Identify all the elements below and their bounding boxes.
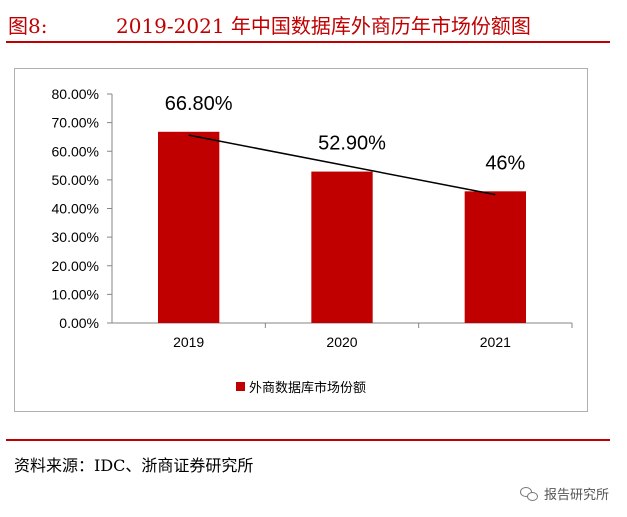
figure-title: 2019-2021 年中国数据库外商历年市场份额图 <box>116 14 531 38</box>
legend-label: 外商数据库市场份额 <box>249 381 367 396</box>
source-note: 资料来源：IDC、浙商证券研究所 <box>14 456 254 475</box>
data-label: 46% <box>485 152 525 174</box>
trendline <box>188 134 496 196</box>
y-tick-label: 0.00% <box>59 315 99 331</box>
header-rule <box>6 41 610 43</box>
wechat-icon <box>519 486 538 501</box>
y-tick-label: 20.00% <box>52 258 99 274</box>
x-tick-label: 2021 <box>480 334 511 350</box>
footer-rule <box>6 439 610 441</box>
y-tick-label: 70.00% <box>52 115 99 131</box>
y-tick-label: 10.00% <box>52 286 99 302</box>
chart-legend: 外商数据库市场份额 <box>236 377 367 396</box>
figure-header: 图8: 2019-2021 年中国数据库外商历年市场份额图 <box>8 6 612 38</box>
watermark-text: 报告研究所 <box>543 488 609 503</box>
bar <box>158 131 220 323</box>
figure-number: 图8: <box>8 14 48 38</box>
bar-chart: 0.00% 10.00% 20.00% 30.00% 40.00% 50.00% 60.00… <box>52 86 573 350</box>
y-tick-label: 50.00% <box>52 172 99 188</box>
x-tick-label: 2019 <box>173 334 204 350</box>
bar <box>464 191 526 323</box>
y-tick-label: 60.00% <box>52 143 99 159</box>
data-label: 52.90% <box>318 133 386 155</box>
data-label: 66.80% <box>165 93 233 115</box>
legend-swatch <box>236 382 245 391</box>
y-tick-label: 40.00% <box>52 201 99 217</box>
x-tick-label: 2020 <box>326 334 357 350</box>
y-tick-label: 80.00% <box>52 86 99 102</box>
bar <box>311 171 373 323</box>
y-tick-label: 30.00% <box>52 229 99 245</box>
watermark: 报告研究所 <box>519 484 609 503</box>
